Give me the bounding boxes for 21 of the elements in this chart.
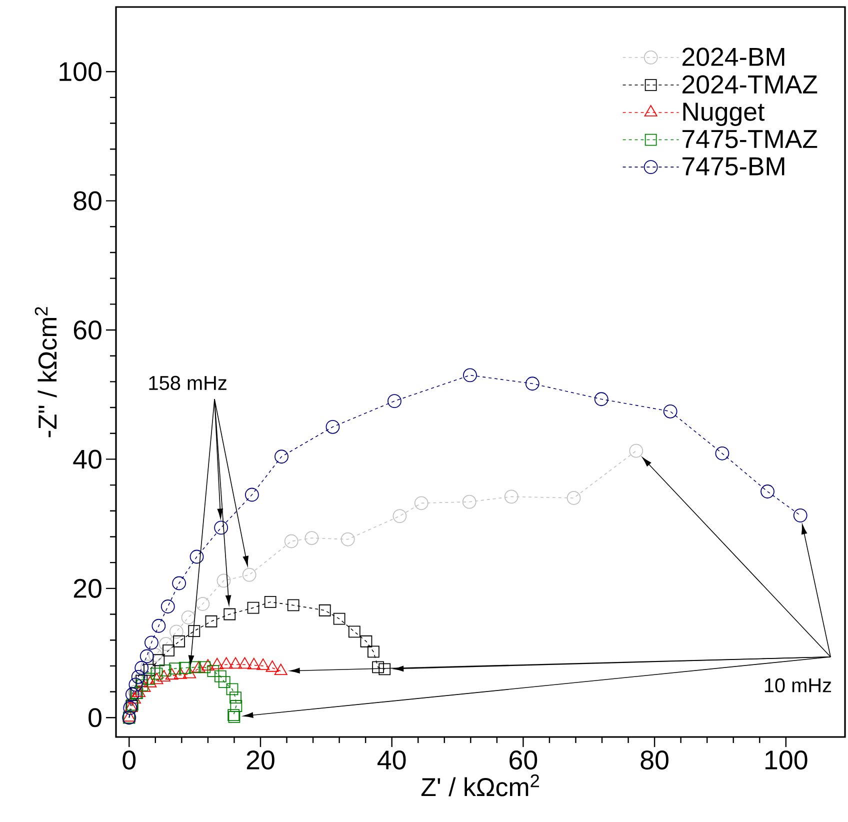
y-tick-label: 0 [88,708,102,728]
x-axis-title: Z' / kΩcm$^{2}$ [421,774,539,796]
x-tick-label: 60 [510,750,538,770]
y-tick-label: 100 [60,62,102,82]
annotation: 10 mHz [764,678,832,692]
legend-label: Nugget [683,102,765,126]
y-tick-label: 80 [74,191,102,210]
x-tick-label: 0 [122,750,136,770]
y-axis-title: -Z" / kΩcm$^{2}$ [34,307,57,438]
x-tick-label: 40 [378,750,406,770]
legend-label: 2024-TMAZ [682,75,818,94]
x-tick-label: 20 [246,750,274,770]
y-tick-label: 40 [73,450,102,469]
legend-label: 7475-BM [682,157,784,176]
legend-label: 2024-BM [682,48,784,66]
x-tick-label: 100 [766,750,808,770]
legend-label: 7475-TMAZ [682,130,818,148]
y-tick-label: 60 [74,320,102,340]
annotation: 158 mHz [149,376,226,390]
y-tick-label: 20 [74,578,102,598]
x-tick-label: 80 [640,750,668,770]
